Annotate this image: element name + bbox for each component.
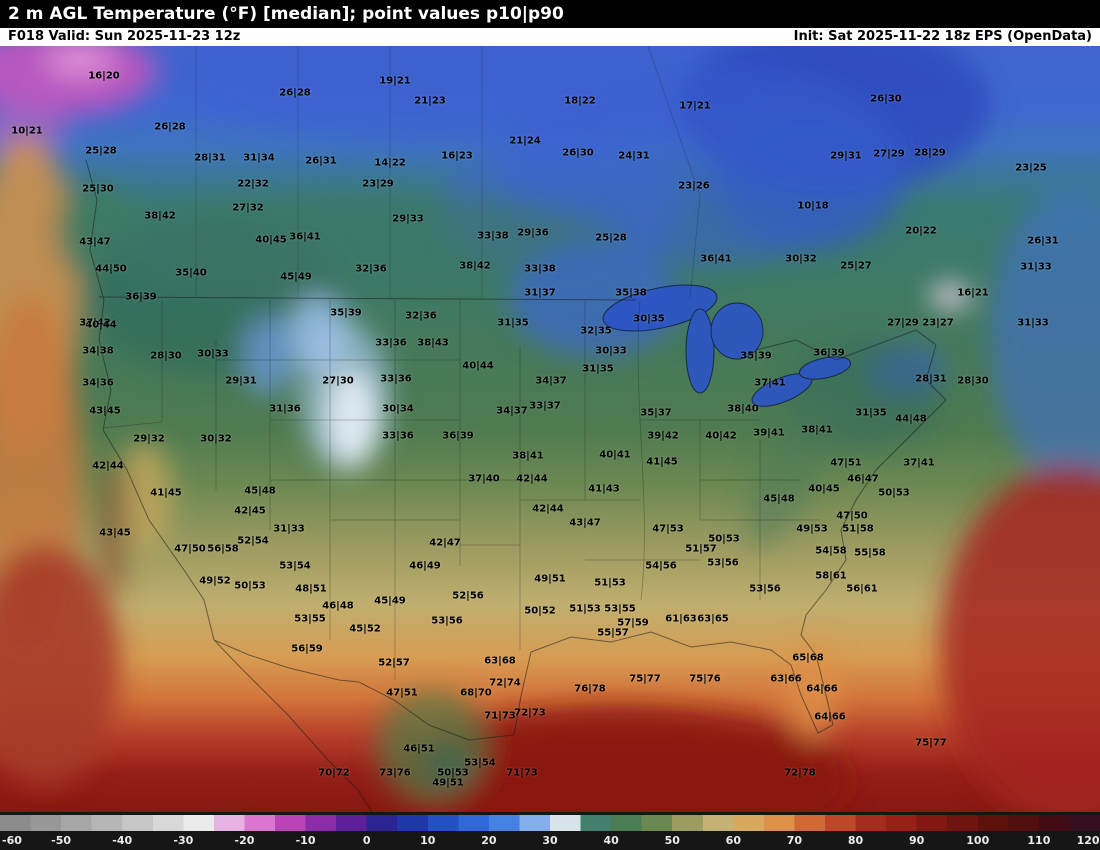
colorbar-tick-label: 50 — [664, 834, 680, 847]
great-lakes — [602, 284, 852, 407]
valid-time-label: F018 Valid: Sun 2025-11-23 12z — [8, 29, 241, 44]
colorbar-tick-label: -10 — [295, 834, 316, 847]
colorbar-tick-label: 80 — [847, 834, 864, 847]
temperature-field-svg — [0, 46, 1100, 812]
state-borders — [102, 299, 820, 680]
colorbar-tick-label: 30 — [542, 834, 558, 847]
colorbar-gradient — [0, 815, 1100, 831]
colorbar-tick-label: 90 — [909, 834, 925, 847]
colorbar-tick-label: -50 — [51, 834, 72, 847]
canada-us-border — [98, 296, 937, 361]
map-title-bar: 2 m AGL Temperature (°F) [median]; point… — [0, 0, 1100, 28]
west-coastline — [85, 159, 373, 812]
colorbar-tick-label: 60 — [725, 834, 741, 847]
map-canvas: www.pivotalweather.com pivotal weather — [0, 46, 1100, 812]
colorbar-tick-label: 20 — [481, 834, 497, 847]
map-borders — [85, 46, 947, 812]
colorbar-tick-label: 100 — [966, 834, 990, 847]
colorbar-tick-label: -30 — [173, 834, 194, 847]
colorbar-ticks: -60 -50 -40 -30 -20 -10 0 10 20 30 40 50 60 70 80 90 100… — [0, 833, 1100, 850]
colorbar-tick-label: 40 — [603, 834, 619, 847]
colorbar-tick-label: 70 — [786, 834, 803, 847]
forecast-info-bar: F018 Valid: Sun 2025-11-23 12z Init: Sat… — [0, 28, 1100, 46]
colorbar-tick-label: 0 — [362, 834, 371, 847]
mexico-us-border — [213, 639, 515, 741]
east-gulf-coastline — [513, 344, 947, 736]
colorbar-tick-label: -40 — [112, 834, 133, 847]
init-time-label: Init: Sat 2025-11-22 18z EPS (OpenData) — [793, 29, 1092, 44]
colorbar-tick-label: 10 — [420, 834, 436, 847]
temperature-anomaly-blobs — [0, 46, 1100, 812]
colorbar-tick-label: 110 — [1027, 834, 1051, 847]
colorbar-tick-label: 120 — [1076, 834, 1100, 847]
colorbar-tick-label: -20 — [234, 834, 255, 847]
map-title: 2 m AGL Temperature (°F) [median]; point… — [8, 4, 564, 24]
colorbar: -60 -50 -40 -30 -20 -10 0 10 20 30 40 50 60 70 80 90 100… — [0, 812, 1100, 850]
colorbar-tick-label: -60 — [2, 834, 22, 847]
province-borders — [195, 46, 701, 300]
